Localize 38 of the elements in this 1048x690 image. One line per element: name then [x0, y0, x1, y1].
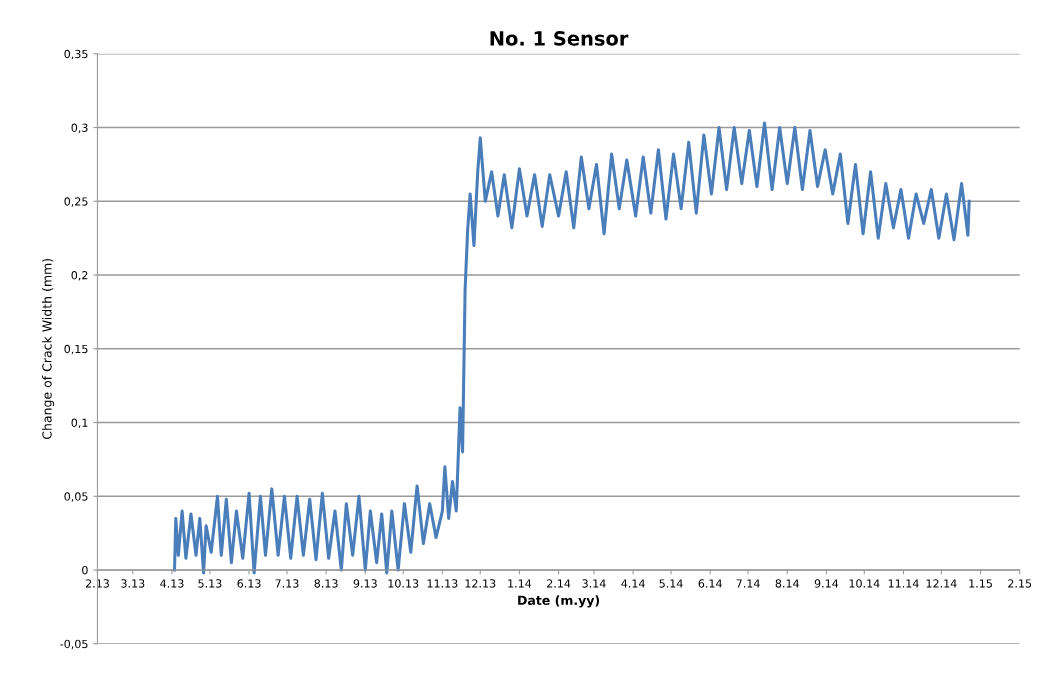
x-tick-label: 2.14 — [547, 579, 571, 588]
x-tick-label: 7.13 — [275, 579, 299, 588]
y-tick-label: 0,15 — [64, 344, 88, 355]
x-tick-label: 5.13 — [198, 579, 222, 588]
y-tick-label: 0,1 — [71, 418, 88, 429]
y-tick-label: 0,25 — [64, 197, 88, 207]
x-tick-label: 12.13 — [465, 579, 496, 588]
x-tick-label: 3.13 — [121, 579, 145, 588]
x-tick-label: 6.13 — [237, 579, 261, 588]
x-tick-label: 3.14 — [582, 579, 606, 588]
x-axis-title: Date (m.yy) — [518, 595, 600, 608]
x-tick-label: 2.15 — [1008, 579, 1032, 588]
x-tick-label: 9.14 — [814, 579, 839, 588]
chart-title: No. 1 Sensor — [490, 31, 629, 46]
x-tick-label: 11.14 — [888, 579, 919, 588]
x-tick-label: 8.13 — [314, 579, 338, 588]
x-tick-label: 4.14 — [621, 579, 645, 588]
y-tick-label: 0,3 — [71, 123, 88, 134]
line-series — [173, 121, 971, 575]
y-tick-label: 0,35 — [64, 49, 88, 60]
y-axis-title: Change of Crack Width (mm) — [42, 258, 55, 440]
x-tick-label: 1.15 — [969, 579, 992, 588]
y-tick-label: 0,05 — [64, 492, 88, 502]
y-tick-label: 0 — [82, 566, 88, 575]
x-tick-label: 7.14 — [736, 579, 760, 588]
x-tick-label: 6.14 — [698, 579, 722, 588]
x-tick-label: 4.13 — [160, 579, 184, 588]
x-tick-label: 12.14 — [926, 579, 957, 588]
y-tick-label: -0,05 — [60, 639, 88, 650]
x-tick-label: 8.14 — [775, 579, 799, 588]
x-tick-label: 5.14 — [659, 579, 683, 588]
x-tick-label: 2.13 — [85, 579, 109, 588]
x-tick-label: 10.14 — [849, 579, 880, 588]
x-tick-label: 11.13 — [427, 579, 458, 588]
x-tick-label: 1.14 — [508, 579, 532, 588]
x-tick-label: 9.13 — [353, 579, 377, 588]
y-tick-label: 0,2 — [71, 271, 88, 281]
x-tick-label: 10.13 — [388, 579, 419, 588]
